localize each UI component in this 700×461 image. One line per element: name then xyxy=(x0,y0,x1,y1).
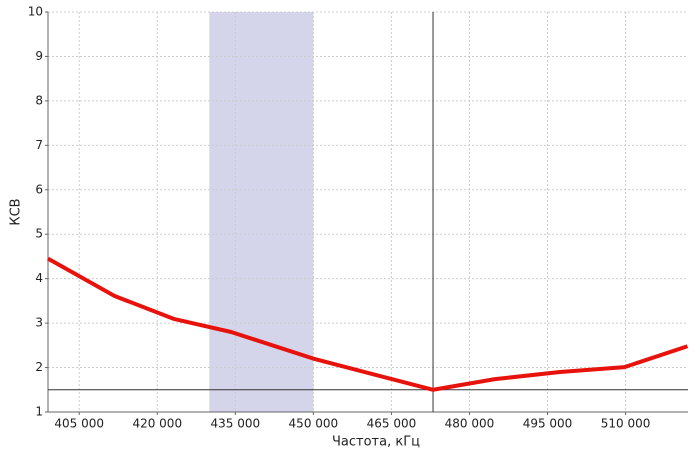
y-tick-label: 10 xyxy=(28,5,43,19)
y-tick-label: 6 xyxy=(35,182,43,196)
y-tick-label: 8 xyxy=(35,93,43,107)
series-line xyxy=(47,256,689,392)
x-tick-label: 480 000 xyxy=(445,417,495,431)
band xyxy=(209,12,314,412)
y-tick-label: 9 xyxy=(35,49,43,63)
x-tick-label: 495 000 xyxy=(523,417,573,431)
y-tick-label: 3 xyxy=(35,316,43,330)
x-tick-label: 420 000 xyxy=(132,417,182,431)
y-tick-label: 4 xyxy=(35,271,43,285)
x-tick-label: 465 000 xyxy=(367,417,417,431)
x-tick-label: 405 000 xyxy=(54,417,104,431)
x-axis-label: Частота, кГц xyxy=(332,435,420,450)
x-tick-label: 510 000 xyxy=(601,417,651,431)
x-tick-label: 450 000 xyxy=(289,417,339,431)
y-tick-label: 5 xyxy=(35,227,43,241)
x-tick-label: 435 000 xyxy=(211,417,261,431)
y-axis-label: КСВ xyxy=(9,198,24,225)
y-tick-label: 7 xyxy=(35,138,43,152)
y-tick-label: 2 xyxy=(35,360,43,374)
y-tick-label: 1 xyxy=(35,405,43,419)
